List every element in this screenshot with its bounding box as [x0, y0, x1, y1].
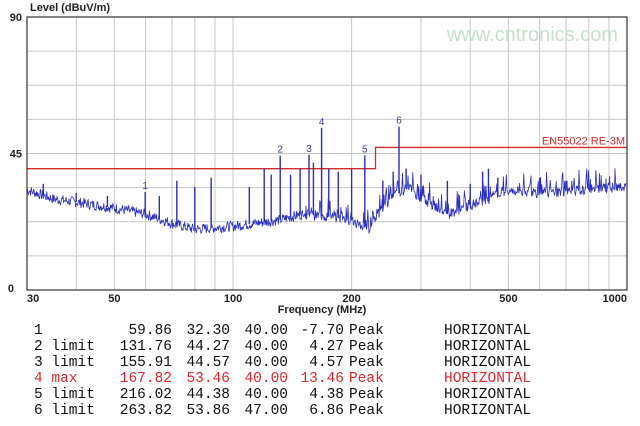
table-row: 5 limit 216.02 44.38 40.00 4.38 Peak HORIZONTA…	[0, 387, 640, 403]
limit-line	[27, 146, 627, 170]
x-tick-label: 100	[224, 293, 242, 305]
marker-label: 1	[142, 181, 148, 192]
cell-freq: 216.02	[119, 387, 172, 403]
cell-level: 44.38	[186, 387, 230, 403]
cell-margin: 4.27	[309, 339, 344, 355]
cell-limit: 40.00	[244, 339, 288, 355]
table-row: 4 max 167.82 53.46 40.00 13.46 Peak HORIZONTAL	[0, 371, 640, 387]
cell-id: 2 limit	[34, 339, 95, 355]
cell-level: 32.30	[186, 323, 230, 339]
cell-pol: HORIZONTAL	[444, 323, 532, 339]
cell-level: 44.57	[186, 355, 230, 371]
plot-frame	[26, 16, 628, 291]
cell-freq: 155.91	[119, 355, 172, 371]
watermark: www.cntronics.com	[446, 24, 618, 46]
grid	[26, 17, 628, 290]
cell-pol: HORIZONTAL	[444, 339, 532, 355]
y-tick-label: 45	[10, 149, 22, 161]
table-row: 2 limit 131.76 44.27 40.00 4.27 Peak HORIZONTA…	[0, 339, 640, 355]
cell-det: Peak	[349, 371, 384, 387]
y-tick-label: 90	[10, 12, 22, 24]
cell-id: 4 max	[34, 371, 78, 387]
marker-label: 5	[362, 144, 368, 155]
cell-det: Peak	[349, 387, 384, 403]
marker-label: 3	[306, 144, 312, 155]
limit-label: EN55022 RE-3M	[542, 135, 625, 147]
cell-det: Peak	[349, 355, 384, 371]
cell-margin: -7.70	[300, 323, 344, 339]
cell-pol: HORIZONTAL	[444, 403, 532, 419]
table-row: 1 59.86 32.30 40.00 -7.70 Peak HORIZONTAL	[0, 323, 640, 339]
cell-limit: 40.00	[244, 355, 288, 371]
marker-label: 4	[319, 117, 325, 128]
cell-id: 5 limit	[34, 387, 95, 403]
cell-limit: 40.00	[244, 323, 288, 339]
marker-label: 6	[396, 116, 402, 127]
marker-label: 2	[277, 145, 283, 156]
cell-margin: 6.86	[309, 403, 344, 419]
table-row: 3 limit 155.91 44.57 40.00 4.57 Peak HORIZONTA…	[0, 355, 640, 371]
cell-freq: 167.82	[119, 371, 172, 387]
cell-id: 1	[34, 323, 43, 339]
cell-det: Peak	[349, 339, 384, 355]
spectrum-trace	[26, 168, 627, 235]
cell-limit: 40.00	[244, 371, 288, 387]
cell-pol: HORIZONTAL	[444, 371, 532, 387]
table-row: 6 limit 263.82 53.86 47.00 6.86 Peak HORIZONTA…	[0, 403, 640, 419]
cell-level: 44.27	[186, 339, 230, 355]
cell-det: Peak	[349, 403, 384, 419]
x-tick-label: 50	[108, 293, 120, 305]
cell-level: 53.86	[186, 403, 230, 419]
x-tick-label: 1000	[603, 293, 627, 305]
cell-level: 53.46	[186, 371, 230, 387]
cell-freq: 263.82	[119, 403, 172, 419]
cell-pol: HORIZONTAL	[444, 355, 532, 371]
y-tick-label: 0	[8, 283, 14, 295]
cell-pol: HORIZONTAL	[444, 387, 532, 403]
y-axis-label: Level (dBuV/m)	[30, 2, 110, 14]
cell-id: 6 limit	[34, 403, 95, 419]
cell-limit: 40.00	[244, 387, 288, 403]
cell-freq: 131.76	[119, 339, 172, 355]
cell-margin: 13.46	[300, 371, 344, 387]
x-tick-label: 200	[342, 293, 360, 305]
cell-limit: 47.00	[244, 403, 288, 419]
cell-freq: 59.86	[128, 323, 172, 339]
x-tick-label: 500	[499, 293, 517, 305]
cell-id: 3 limit	[34, 355, 95, 371]
x-tick-label: 30	[27, 293, 39, 305]
cell-margin: 4.38	[309, 387, 344, 403]
cell-det: Peak	[349, 323, 384, 339]
x-axis-label: Frequency (MHz)	[278, 304, 367, 316]
cell-margin: 4.57	[309, 355, 344, 371]
